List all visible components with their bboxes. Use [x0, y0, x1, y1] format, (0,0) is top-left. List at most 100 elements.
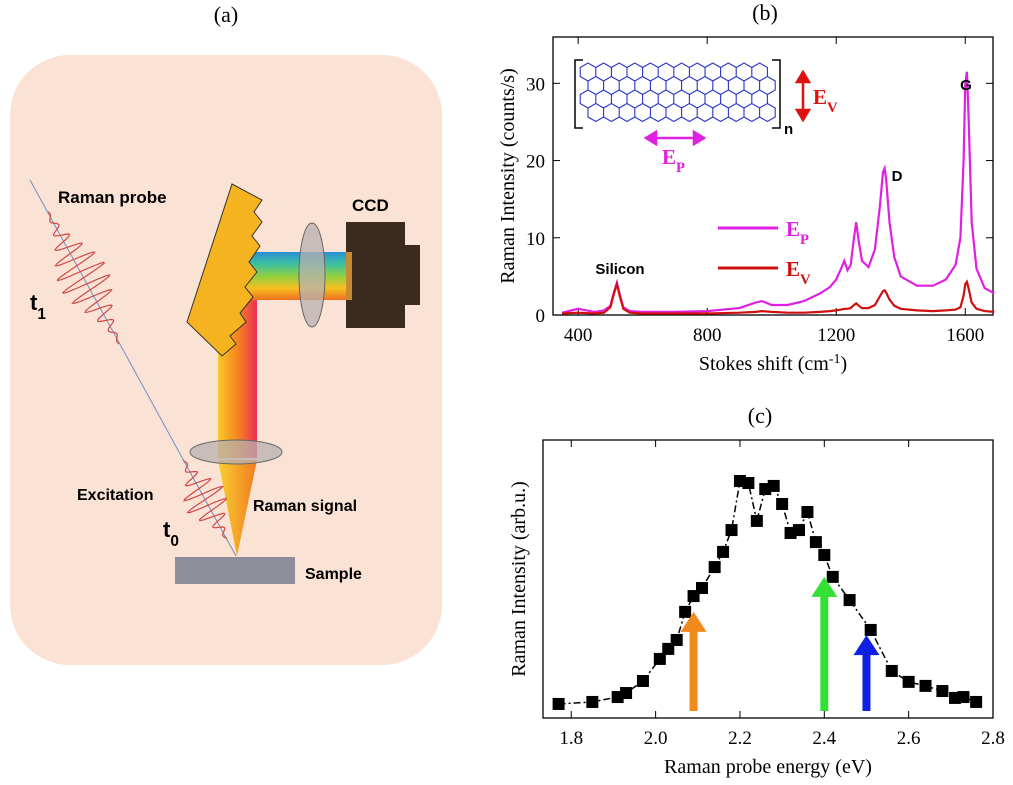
x-tick-label-part: 2.2 [728, 728, 752, 749]
data-point [957, 691, 969, 703]
label-part: Raman probe [58, 188, 167, 207]
annotation: Silicon [595, 261, 644, 278]
data-point [844, 594, 856, 606]
y-axis-label: Raman Intensity (counts/s) [497, 68, 519, 284]
legend-label: EP [786, 217, 809, 248]
data-point [776, 498, 788, 510]
ccd-window [346, 252, 352, 300]
annotation-part: G [960, 77, 972, 94]
x-axis-label: Raman probe energy (eV) [664, 756, 872, 778]
legend-label-part: E [786, 217, 800, 241]
data-point [637, 675, 649, 687]
figure: (a)Raman probet1CCDExcitationt0Raman sig… [0, 0, 1013, 785]
x-tick-label: 2.0 [644, 728, 668, 749]
panel-label-part: (c) [748, 403, 772, 428]
x-tick-label-part: 1200 [817, 325, 855, 346]
inset-label-part: V [827, 100, 838, 116]
inset-label-part: E [813, 85, 827, 109]
label: Excitation [77, 487, 153, 504]
label-part: 1 [37, 306, 46, 323]
inset-label-part: n [784, 121, 793, 138]
lens [299, 223, 325, 327]
data-point [936, 685, 948, 697]
annotation: G [960, 77, 972, 94]
x-tick-label-part: 2.6 [897, 728, 921, 749]
lens [190, 440, 282, 464]
x-tick-label-part: 2.0 [644, 728, 668, 749]
label: Raman signal [253, 498, 357, 515]
data-point [768, 480, 780, 492]
inset-label-part: E [662, 145, 676, 169]
y-tick-label: 20 [526, 152, 545, 173]
x-tick-label-part: 2.8 [981, 728, 1005, 749]
data-point [671, 634, 683, 646]
x-tick-label: 1.8 [559, 728, 583, 749]
inset-label-part: P [676, 160, 685, 176]
data-point [810, 536, 822, 548]
legend-label: EV [786, 257, 811, 288]
data-point [903, 676, 915, 688]
x-tick-label: 2.8 [981, 728, 1005, 749]
data-point [793, 524, 805, 536]
x-axis-label: Stokes shift (cm-1) [699, 352, 847, 376]
x-tick-label: 2.6 [897, 728, 921, 749]
x-tick-label: 1200 [817, 325, 855, 346]
data-point [717, 546, 729, 558]
inset-label: n [784, 121, 793, 138]
data-point [586, 696, 598, 708]
data-point [553, 698, 565, 710]
label: CCD [352, 196, 389, 215]
sample [175, 557, 295, 584]
x-tick-label-part: 1.8 [559, 728, 583, 749]
data-point [742, 477, 754, 489]
inset-label: EV [813, 85, 838, 116]
nanoribbon-inset [575, 60, 809, 144]
label-part: Raman signal [253, 498, 357, 515]
label: Raman probe [58, 188, 167, 207]
panel-label: (a) [214, 2, 238, 27]
x-tick-label: 2.2 [728, 728, 752, 749]
data-point [886, 665, 898, 677]
arrow [811, 577, 837, 711]
y-tick-label-part: 20 [526, 152, 545, 173]
x-axis-label-part: -1 [829, 352, 841, 367]
legend-label-part: E [786, 257, 800, 281]
y-tick-label-part: 10 [526, 229, 545, 250]
inset-label: EP [662, 145, 685, 176]
x-tick-label: 800 [693, 325, 722, 346]
y-axis-label-part: Raman Intensity (arb.u.) [508, 481, 530, 677]
label: Sample [305, 566, 362, 583]
y-tick-label: 0 [536, 306, 546, 327]
data-line [559, 481, 977, 704]
setup-diagram [10, 55, 442, 665]
y-tick-label: 30 [526, 74, 545, 95]
arrow [646, 132, 704, 144]
arrow [853, 635, 879, 711]
x-tick-label-part: 1600 [946, 325, 984, 346]
x-tick-label: 1600 [946, 325, 984, 346]
label-part: 0 [170, 533, 179, 550]
y-axis-label: Raman Intensity (arb.u.) [508, 481, 530, 677]
y-axis-label-part: Raman Intensity (counts/s) [497, 68, 519, 284]
y-tick-label-part: 30 [526, 74, 545, 95]
data-point [751, 515, 763, 527]
label-part: CCD [352, 196, 389, 215]
annotation: D [892, 168, 903, 185]
panel-label-part: (b) [752, 0, 778, 25]
data-point [827, 571, 839, 583]
x-axis-label-part: Raman probe energy (eV) [664, 756, 872, 778]
data-point [801, 506, 813, 518]
y-tick-label-part: 0 [536, 306, 546, 327]
legend-label-part: P [800, 232, 809, 248]
data-point [726, 524, 738, 536]
x-tick-label-part: 400 [564, 325, 593, 346]
panel-label: (c) [748, 403, 772, 428]
data-point [920, 680, 932, 692]
x-tick-label-part: 2.4 [812, 728, 836, 749]
arrow [681, 612, 707, 711]
data-point [709, 561, 721, 573]
label-part: Sample [305, 566, 362, 583]
data-point [620, 687, 632, 699]
x-tick-label: 2.4 [812, 728, 836, 749]
label-part: Excitation [77, 487, 153, 504]
